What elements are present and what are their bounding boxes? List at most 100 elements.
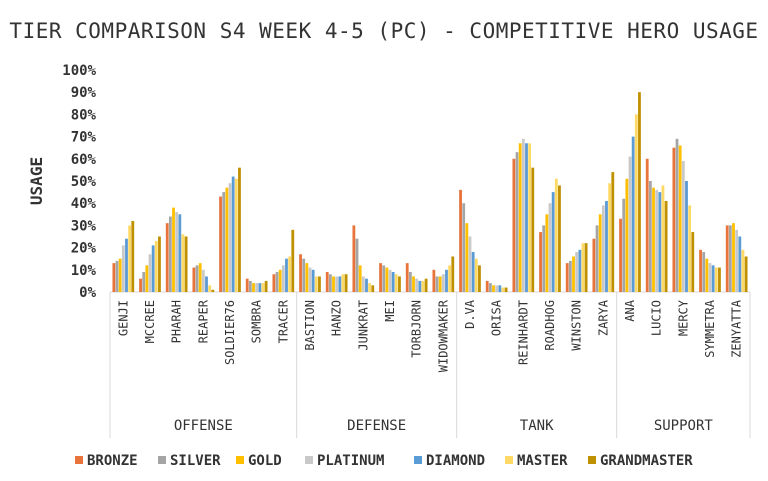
- bar-master-dva: [474, 258, 478, 292]
- bar-master-junkrat: [368, 283, 372, 292]
- bar-diamond-mercy: [685, 181, 688, 292]
- x-tick-label: TRACER: [276, 299, 290, 343]
- x-tick-label: JUNKRAT: [356, 300, 370, 351]
- bar-platinum-junkrat: [361, 276, 365, 292]
- y-tick-label: 40%: [71, 196, 97, 212]
- bar-silver-ana: [622, 198, 626, 292]
- bar-master-reaper: [208, 285, 212, 292]
- bar-gold-reaper: [198, 263, 202, 292]
- bar-bronze-reaper: [192, 267, 196, 292]
- bar-silver-soldier76: [222, 192, 226, 292]
- bar-grandmaster-hanzo: [344, 274, 348, 292]
- group-label-offense: OFFENSE: [174, 418, 233, 434]
- bar-bronze-mei: [379, 263, 382, 292]
- legend-item-master: MASTER: [505, 453, 568, 469]
- x-tick-label: MEI: [383, 300, 397, 322]
- group-label-defense: DEFENSE: [347, 418, 406, 434]
- bar-gold-reinhardt: [518, 143, 522, 292]
- bar-silver-winston: [568, 260, 572, 292]
- bar-platinum-tracer: [281, 265, 285, 292]
- chart-title: TIER COMPARISON S4 WEEK 4-5 (PC) - COMPE…: [9, 19, 758, 43]
- bar-silver-roadhog: [542, 225, 546, 292]
- legend-swatch: [588, 456, 596, 464]
- bar-master-lucio: [661, 185, 665, 292]
- bar-silver-mercy: [675, 138, 679, 292]
- bar-bronze-dva: [459, 189, 462, 292]
- bar-gold-genji: [118, 258, 122, 292]
- bar-platinum-hanzo: [335, 276, 339, 292]
- x-tick-label: PHARAH: [170, 300, 184, 343]
- bar-gold-mercy: [678, 145, 682, 292]
- bar-platinum-mercy: [681, 161, 685, 292]
- bar-diamond-mccree: [151, 245, 155, 292]
- bar-grandmaster-widowmaker: [451, 256, 455, 292]
- bar-grandmaster-pharah: [184, 236, 188, 292]
- bar-diamond-ana: [631, 136, 635, 292]
- bar-platinum-roadhog: [548, 203, 552, 292]
- bar-master-winston: [581, 243, 585, 292]
- bar-silver-zenyatta: [728, 225, 732, 292]
- bar-master-tracer: [288, 256, 292, 292]
- bar-diamond-bastion: [311, 269, 315, 292]
- bar-platinum-reinhardt: [521, 138, 525, 292]
- bar-silver-torbjorn: [408, 272, 412, 292]
- bar-diamond-winston: [578, 249, 582, 292]
- bar-gold-pharah: [172, 207, 175, 292]
- bar-bronze-reinhardt: [512, 158, 516, 292]
- bar-platinum-orisa: [495, 285, 499, 292]
- bar-platinum-lucio: [655, 189, 659, 292]
- group-label-support: SUPPORT: [654, 418, 714, 434]
- legend-label: BRONZE: [87, 453, 138, 469]
- bar-grandmaster-ana: [638, 92, 641, 292]
- legend-item-platinum: PLATINUM: [305, 453, 384, 469]
- bar-diamond-reaper: [205, 276, 208, 292]
- bar-diamond-torbjorn: [418, 280, 422, 292]
- legend-item-gold: GOLD: [236, 453, 282, 469]
- legend-label: GRANDMASTER: [600, 453, 693, 469]
- bar-diamond-roadhog: [551, 192, 555, 292]
- bar-bronze-bastion: [299, 254, 302, 292]
- bar-diamond-widowmaker: [445, 269, 448, 292]
- bar-gold-orisa: [492, 285, 495, 292]
- bar-gold-winston: [572, 256, 575, 292]
- legend-label: SILVER: [170, 453, 221, 469]
- bar-master-sombra: [261, 283, 265, 292]
- bar-silver-mei: [382, 265, 386, 292]
- y-tick-label: 50%: [71, 174, 97, 190]
- axes: 0% 10% 20% 30% 40% 50% 60% 70% 80% 90% 100%: [62, 63, 751, 438]
- legend-swatch: [236, 456, 244, 464]
- bar-bronze-symmetra: [699, 249, 702, 292]
- bar-platinum-winston: [575, 252, 579, 292]
- bar-silver-zarya: [595, 225, 599, 292]
- bar-grandmaster-symmetra: [718, 267, 721, 292]
- bar-gold-zenyatta: [732, 223, 735, 292]
- y-tick-label: 100%: [62, 63, 96, 79]
- bar-diamond-soldier76: [231, 176, 235, 292]
- legend-swatch: [505, 456, 513, 464]
- bar-grandmaster-reinhardt: [531, 167, 535, 292]
- bar-platinum-reaper: [201, 269, 205, 292]
- bar-gold-roadhog: [545, 214, 549, 292]
- bar-bronze-roadhog: [539, 232, 542, 292]
- x-tick-label: TORBJORN: [410, 300, 424, 358]
- x-tick-label: REAPER: [196, 299, 210, 343]
- bar-platinum-torbjorn: [415, 278, 419, 292]
- legend-label: PLATINUM: [317, 453, 384, 469]
- bar-bronze-orisa: [485, 280, 489, 292]
- legend-label: GOLD: [248, 453, 282, 469]
- x-tick-label: ANA: [623, 299, 637, 321]
- bar-diamond-reinhardt: [525, 143, 528, 292]
- bar-bronze-tracer: [272, 274, 276, 292]
- bar-silver-symmetra: [702, 252, 706, 292]
- bar-platinum-sombra: [255, 283, 259, 292]
- x-tick-label: REINHARDT: [516, 300, 530, 365]
- x-tick-label: MERCY: [676, 299, 690, 336]
- bar-diamond-hanzo: [338, 276, 342, 292]
- bar-diamond-sombra: [258, 283, 262, 292]
- bar-platinum-symmetra: [708, 263, 712, 292]
- x-tick-label: BASTION: [303, 300, 317, 351]
- bar-silver-genji: [115, 260, 119, 292]
- x-tick-label: HANZO: [330, 300, 344, 336]
- bar-diamond-tracer: [285, 258, 288, 292]
